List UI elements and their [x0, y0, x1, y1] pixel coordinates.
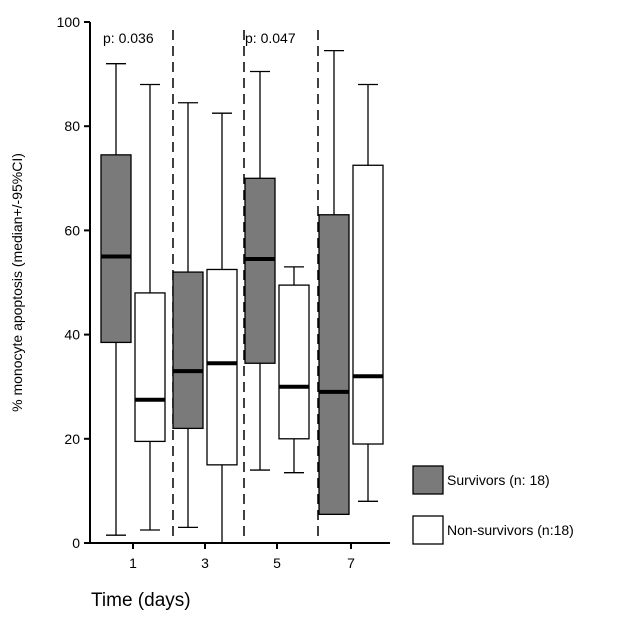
x-tick-label: 7 [347, 555, 355, 571]
y-tick-label: 60 [64, 222, 80, 238]
box-survivors-day-5 [244, 70, 276, 471]
box-non-survivors-day-7 [352, 83, 384, 502]
annotations: p: 0.036 p: 0.047 [103, 30, 296, 46]
y-tick-label: 80 [64, 118, 80, 134]
x-tick-label: 3 [201, 555, 209, 571]
legend-swatch [412, 515, 444, 545]
y-axis-title: % monocyte apoptosis (median+/-95%CI) [9, 153, 25, 412]
y-tick-label: 20 [64, 431, 80, 447]
box-iqr [318, 214, 350, 515]
legend: Survivors (n: 18) Non-survivors (n:18) [412, 465, 574, 545]
box-survivors-day-1 [100, 63, 132, 536]
box-iqr [206, 268, 238, 466]
p-value-annotation: p: 0.036 [103, 30, 154, 46]
box-survivors-day-7 [318, 50, 350, 515]
x-tick-label: 1 [129, 555, 137, 571]
box-survivors-day-3 [172, 102, 204, 529]
box-iqr [100, 154, 132, 344]
box-non-survivors-day-1 [134, 83, 166, 531]
x-axis-title: Time (days) [91, 590, 191, 611]
box-iqr [134, 292, 166, 443]
box-non-survivors-day-5 [278, 266, 310, 474]
legend-label: Survivors (n: 18) [447, 472, 550, 488]
legend-label: Non-survivors (n:18) [447, 522, 574, 538]
p-value-annotation: p: 0.047 [245, 30, 296, 46]
x-tick-label: 5 [273, 555, 281, 571]
y-tick-label: 100 [57, 14, 81, 30]
axes: 0 20 40 60 80 100 1 3 5 7 % monocyte apoptosis (me… [9, 14, 390, 611]
box-iqr [352, 164, 384, 445]
box-non-survivors-day-3 [206, 112, 238, 544]
y-tick-label: 0 [72, 535, 80, 551]
box-iqr [278, 284, 310, 440]
box-iqr [244, 177, 276, 364]
box-iqr [172, 271, 204, 430]
boxes [100, 50, 384, 544]
legend-swatch [412, 465, 444, 495]
y-tick-label: 40 [64, 327, 80, 343]
